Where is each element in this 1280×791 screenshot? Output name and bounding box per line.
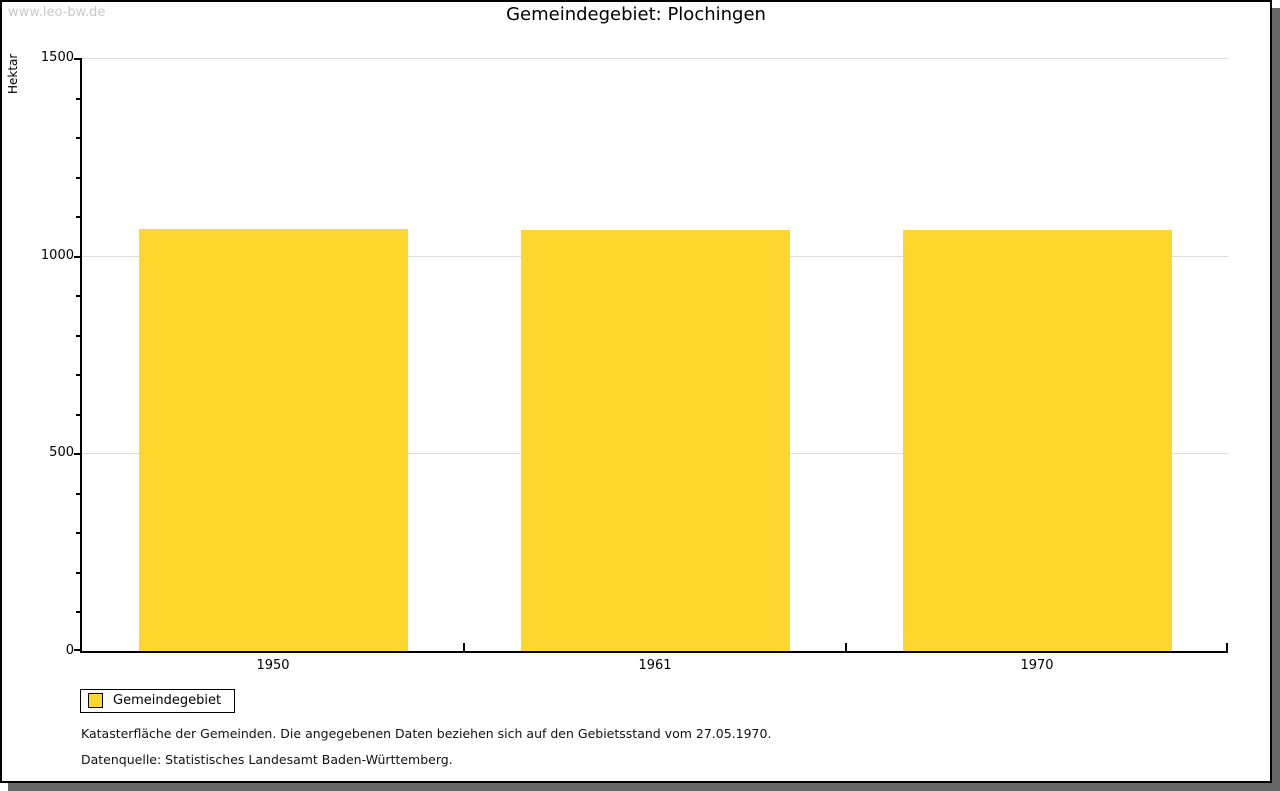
x-tick-label: 1970 (1020, 658, 1054, 673)
legend: Gemeindegebiet (80, 689, 236, 713)
y-minor-tick (76, 532, 80, 535)
plot-area (74, 58, 1228, 653)
gridline (82, 58, 1228, 59)
y-minor-tick (76, 176, 80, 179)
y-minor-tick (76, 611, 80, 614)
y-minor-tick (76, 571, 80, 574)
chart-title: Gemeindegebiet: Plochingen (506, 4, 766, 25)
y-minor-tick (76, 413, 80, 416)
y-major-tick (74, 255, 80, 258)
y-minor-tick (76, 97, 80, 100)
x-boundary-tick (845, 643, 847, 651)
y-minor-tick (76, 216, 80, 219)
bar-1961 (521, 230, 790, 651)
y-minor-tick (76, 374, 80, 377)
bar-1970 (903, 230, 1172, 651)
y-major-tick (74, 453, 80, 456)
x-boundary-tick (463, 643, 465, 651)
y-major-tick (74, 58, 80, 60)
bar-1950 (139, 229, 408, 651)
y-tick-label: 500 (49, 445, 74, 461)
watermark: www.leo-bw.de (8, 5, 106, 20)
y-tick-label: 0 (65, 643, 74, 658)
footnote-gebietsstand: Katasterfläche der Gemeinden. Die angege… (81, 726, 772, 741)
y-tick-label: 1000 (40, 247, 74, 263)
y-tick-label: 1500 (40, 50, 74, 65)
y-minor-tick (76, 137, 80, 140)
y-minor-tick (76, 334, 80, 337)
x-tick-label: 1950 (256, 658, 290, 673)
y-major-tick (74, 649, 80, 651)
legend-swatch-icon (88, 693, 103, 708)
footnote-datenquelle: Datenquelle: Statistisches Landesamt Bad… (81, 752, 453, 767)
x-boundary-tick (1226, 643, 1228, 651)
x-tick-label: 1961 (638, 658, 672, 673)
y-minor-tick (76, 492, 80, 495)
y-minor-tick (76, 295, 80, 298)
chart-canvas: www.leo-bw.de Gemeindegebiet: Plochingen… (2, 2, 1270, 781)
legend-label: Gemeindegebiet (113, 693, 222, 708)
